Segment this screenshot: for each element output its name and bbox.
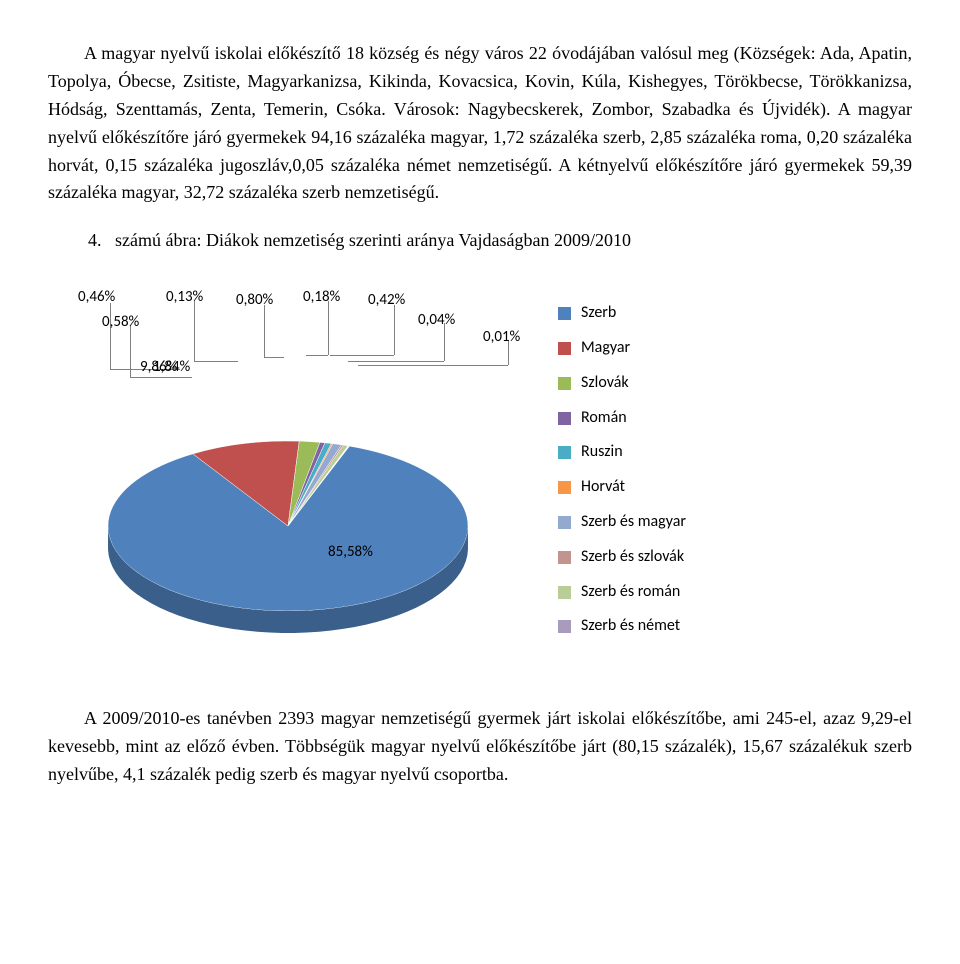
- leader-line: [194, 301, 195, 361]
- legend-label: Magyar: [581, 336, 630, 361]
- legend-item: Ruszin: [558, 440, 686, 465]
- legend-label: Szerb: [581, 301, 616, 326]
- legend-swatch: [558, 620, 571, 633]
- pie-chart: 85,58%9,86%1,84%0,46%0,58%0,13%0,80%0,18…: [48, 261, 828, 681]
- legend-item: Szerb és szlovák: [558, 545, 686, 570]
- legend-item: Horvát: [558, 475, 686, 500]
- pct-label: 0,42%: [368, 289, 405, 312]
- legend-swatch: [558, 551, 571, 564]
- legend-swatch: [558, 586, 571, 599]
- legend-swatch: [558, 377, 571, 390]
- pct-label: 0,80%: [236, 289, 273, 312]
- legend-label: Ruszin: [581, 440, 623, 465]
- pie-top: [108, 441, 468, 611]
- legend-item: Román: [558, 406, 686, 431]
- pct-label: 0,01%: [483, 326, 520, 349]
- leader-line: [306, 355, 328, 356]
- paragraph-intro: A magyar nyelvű iskolai előkészítő 18 kö…: [48, 40, 912, 207]
- legend-item: Szerb és magyar: [558, 510, 686, 535]
- legend-item: Magyar: [558, 336, 686, 361]
- legend-item: Szerb és német: [558, 614, 686, 639]
- legend-label: Szerb és magyar: [581, 510, 686, 535]
- chart-title-prefix: 4.: [88, 230, 102, 250]
- leader-line: [348, 361, 444, 362]
- legend-label: Szerb és német: [581, 614, 680, 639]
- legend-item: Szlovák: [558, 371, 686, 396]
- leader-line: [330, 355, 394, 356]
- paragraph-conclusion-text: A 2009/2010-es tanévben 2393 magyar nemz…: [48, 708, 912, 784]
- chart-title: 4. számú ábra: Diákok nemzetiség szerint…: [88, 227, 912, 255]
- leader-line: [194, 361, 238, 362]
- legend-swatch: [558, 342, 571, 355]
- pct-label: 0,18%: [303, 286, 340, 309]
- legend-label: Román: [581, 406, 627, 431]
- leader-line: [358, 365, 508, 366]
- legend-label: Horvát: [581, 475, 625, 500]
- pct-label: 85,58%: [328, 541, 373, 564]
- legend-swatch: [558, 516, 571, 529]
- legend-label: Szerb és szlovák: [581, 545, 684, 570]
- pct-label: 0,58%: [102, 311, 139, 334]
- paragraph-conclusion: A 2009/2010-es tanévben 2393 magyar nemz…: [48, 705, 912, 789]
- legend-item: Szerb: [558, 301, 686, 326]
- pct-label: 0,46%: [78, 286, 115, 309]
- legend-swatch: [558, 446, 571, 459]
- legend-label: Szlovák: [581, 371, 629, 396]
- pct-label: 1,84%: [153, 356, 190, 379]
- paragraph-intro-text: A magyar nyelvű iskolai előkészítő 18 kö…: [48, 43, 912, 202]
- chart-title-text: számú ábra: Diákok nemzetiség szerinti a…: [115, 230, 631, 250]
- pct-label: 0,13%: [166, 286, 203, 309]
- pct-label: 0,04%: [418, 309, 455, 332]
- legend-swatch: [558, 307, 571, 320]
- legend-label: Szerb és román: [581, 580, 680, 605]
- legend-swatch: [558, 481, 571, 494]
- leader-line: [394, 305, 395, 355]
- legend: Szerb Magyar Szlovák Román Ruszin Horvát Szerb…: [558, 301, 686, 649]
- legend-item: Szerb és román: [558, 580, 686, 605]
- leader-line: [264, 357, 284, 358]
- legend-swatch: [558, 412, 571, 425]
- leader-line: [264, 305, 265, 357]
- pie-graphic: [108, 351, 468, 631]
